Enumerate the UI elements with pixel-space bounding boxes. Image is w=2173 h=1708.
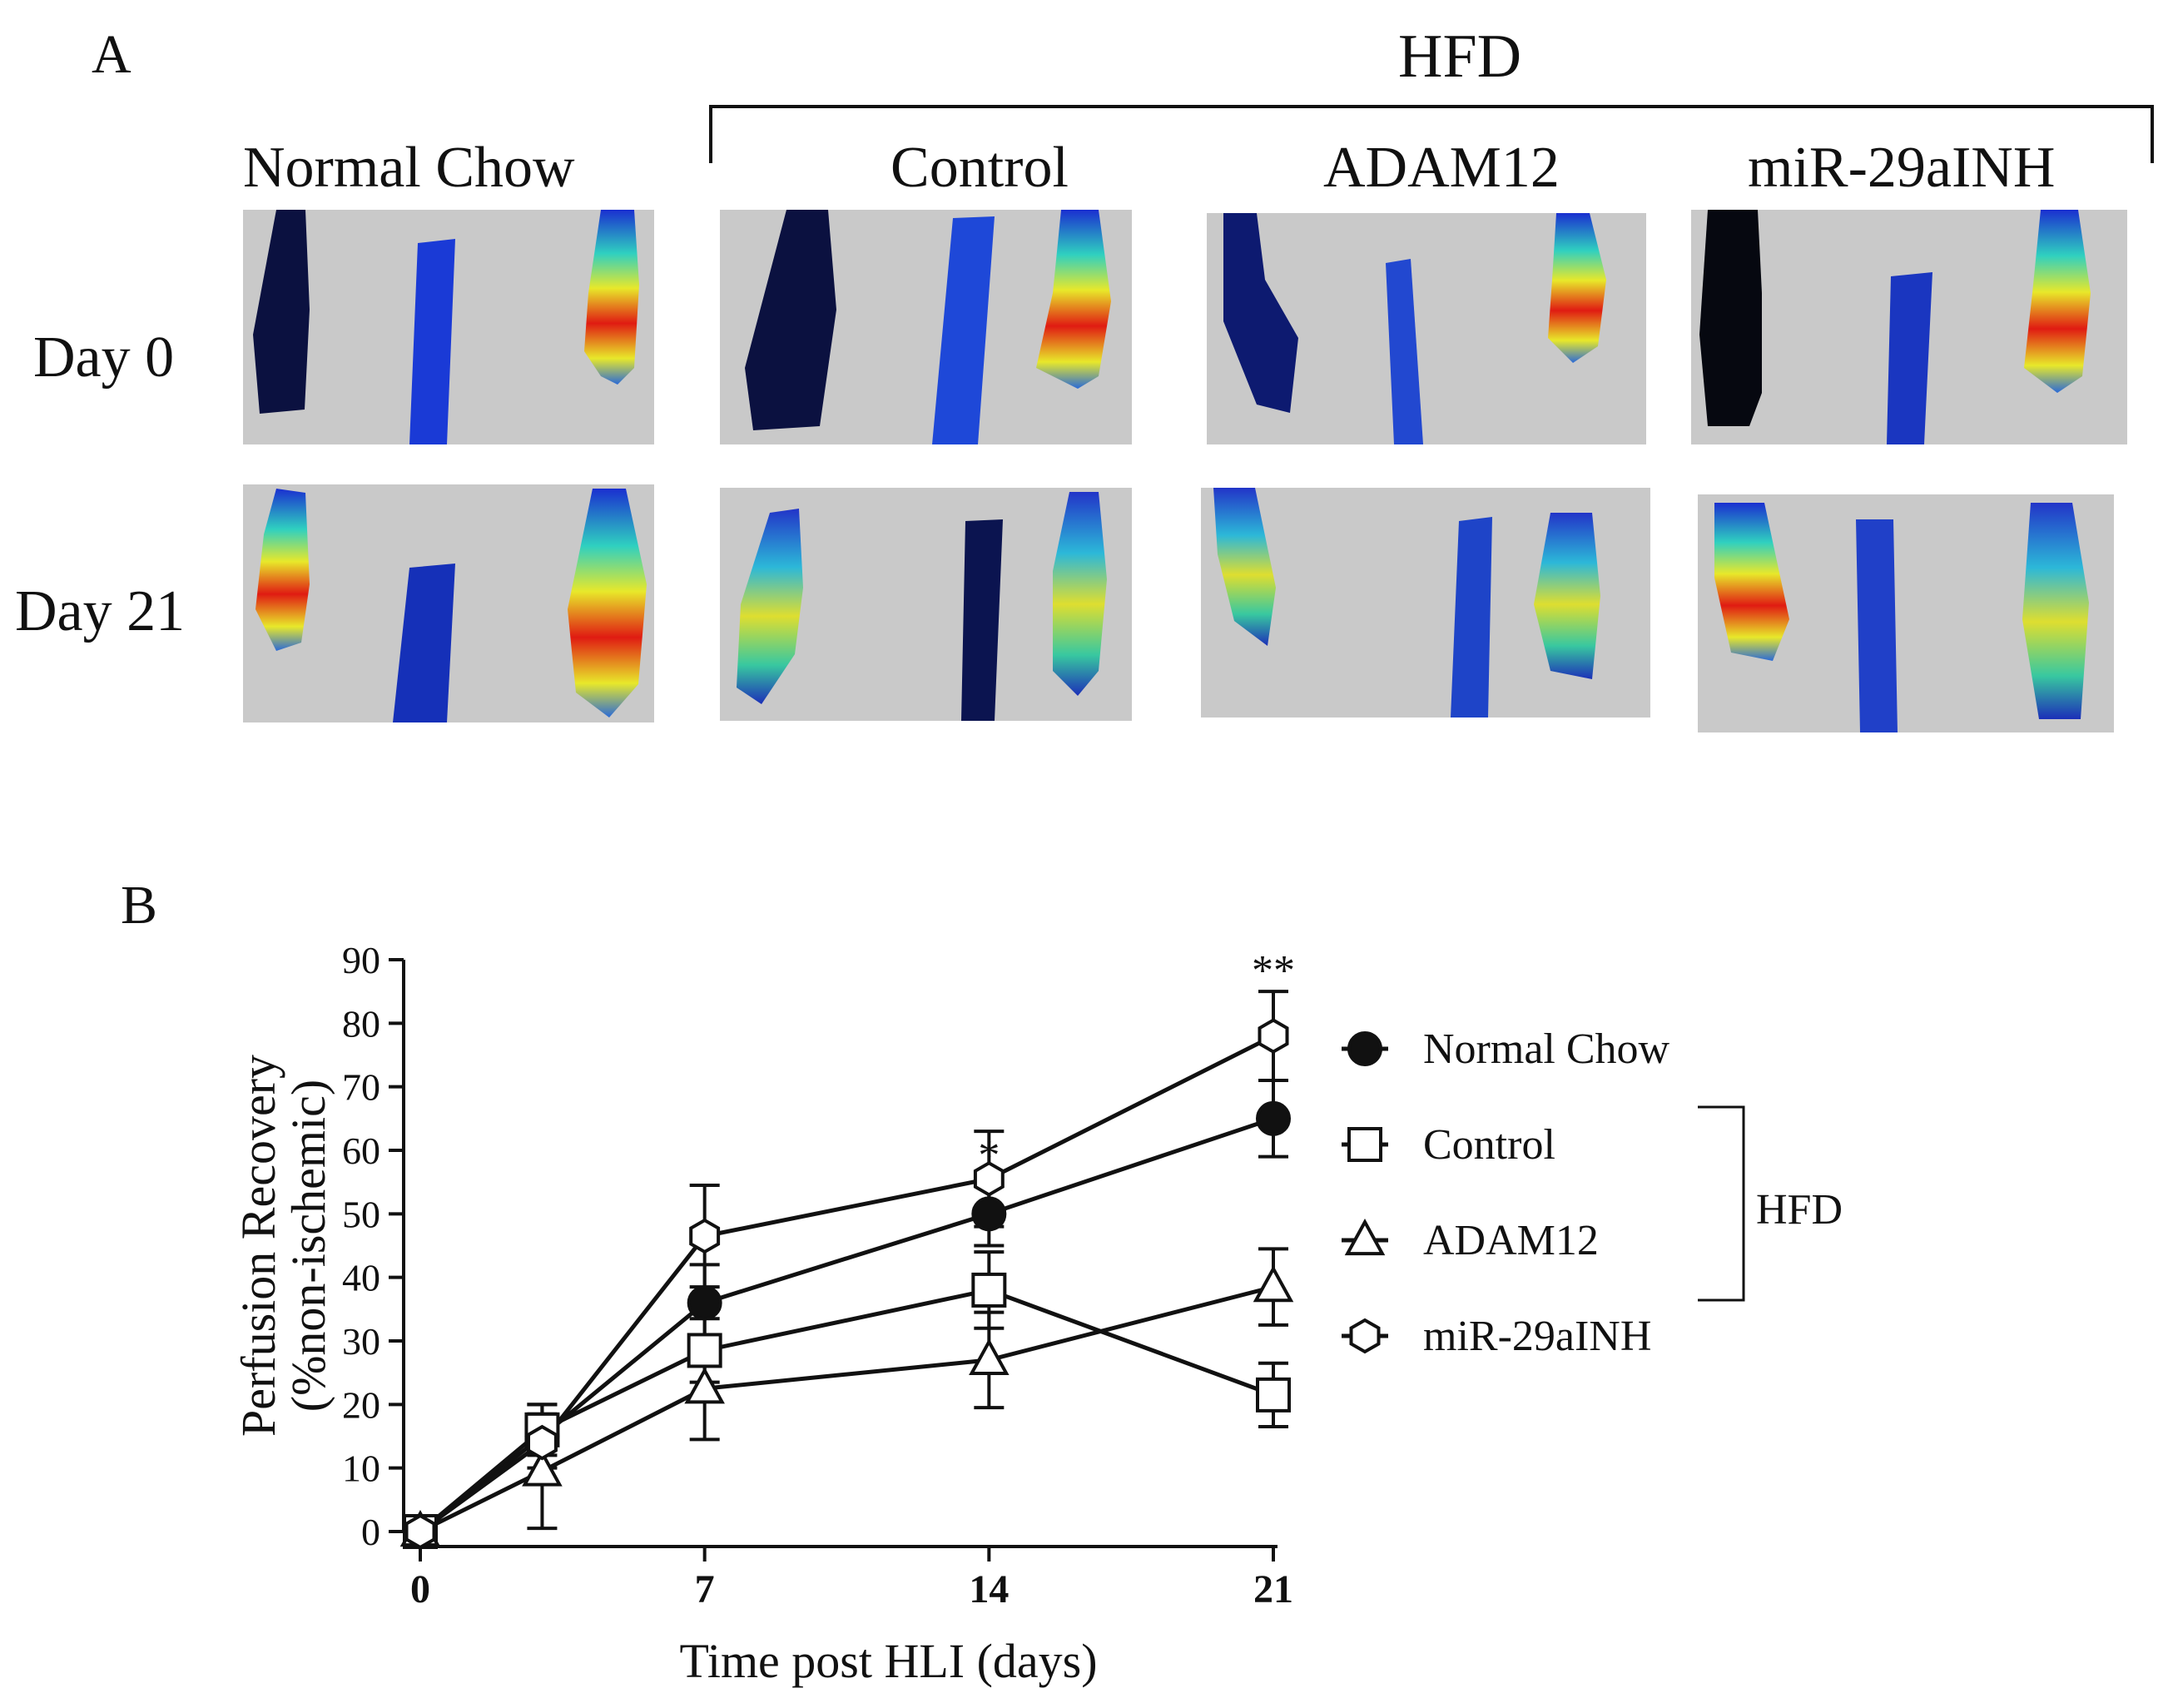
legend-hfd-label: HFD	[1756, 1186, 1843, 1234]
data-point-3-4	[1258, 1018, 1289, 1054]
legend-marker-0	[1347, 1031, 1382, 1066]
series-line-2	[419, 1284, 1274, 1534]
data-point-0-2	[687, 1285, 722, 1321]
doppler-image-normal-chow-day0	[243, 210, 654, 444]
doppler-image-adam12-day21	[1201, 488, 1650, 717]
column-label-normal-chow: Normal Chow	[243, 136, 575, 200]
doppler-image-control-day0	[720, 210, 1132, 444]
column-label-mir29ainh: miR-29aINH	[1748, 136, 2056, 200]
legend-label-0: Normal Chow	[1423, 1025, 1670, 1073]
y-tick-label-70: 70	[342, 1066, 380, 1109]
y-axis-label-line1: Perfusion Recovery	[231, 1055, 285, 1437]
legend-marker-2	[1344, 1218, 1386, 1256]
legend-marker-1	[1347, 1127, 1382, 1162]
data-point-3-2	[689, 1218, 721, 1254]
data-point-3-0	[404, 1513, 436, 1550]
annotation-0: *	[978, 1132, 1000, 1179]
y-axis-label: Perfusion Recovery(%non-ischemic)	[231, 1055, 335, 1437]
panel-b-letter: B	[121, 875, 158, 936]
x-tick-label-14: 14	[969, 1567, 1009, 1611]
legend-label-2: ADAM12	[1423, 1217, 1599, 1264]
data-point-3-3	[973, 1160, 1005, 1197]
x-tick-label-21: 21	[1253, 1567, 1293, 1611]
y-tick-label-30: 30	[342, 1320, 380, 1363]
data-point-0-4	[1256, 1100, 1291, 1136]
data-point-0-3	[971, 1196, 1007, 1232]
annotation-1: **	[1252, 947, 1295, 995]
legend-hfd-bracket	[1698, 1105, 1745, 1302]
doppler-image-adam12-day0	[1207, 213, 1646, 444]
legend-label-1: Control	[1423, 1121, 1555, 1169]
perfusion-recovery-chart: 0 10 20 30 40 50 60 70 80 90 0 7 14 21 Time post HLI (…	[231, 939, 1843, 1688]
doppler-image-normal-chow-day21	[243, 484, 654, 722]
series-line-1	[419, 1288, 1274, 1533]
y-tick-label-90: 90	[342, 939, 380, 981]
y-tick-label-50: 50	[342, 1193, 380, 1235]
x-tick-label-7: 7	[695, 1567, 715, 1611]
data-point-1-3	[971, 1272, 1007, 1308]
y-tick-label-10: 10	[342, 1447, 380, 1490]
doppler-image-mir29ainh-day21	[1698, 494, 2114, 732]
y-axis-label-line2: (%non-ischemic)	[281, 1080, 335, 1412]
hfd-header: HFD	[1398, 22, 1522, 91]
data-point-2-1	[522, 1449, 563, 1487]
data-point-2-2	[684, 1367, 725, 1404]
y-tick-label-80: 80	[342, 1002, 380, 1045]
doppler-image-mir29ainh-day0	[1691, 210, 2127, 444]
y-tick-label-40: 40	[342, 1257, 380, 1299]
panel-a-letter: A	[92, 24, 131, 85]
legend-marker-3	[1349, 1318, 1381, 1354]
column-label-adam12: ADAM12	[1323, 136, 1560, 200]
y-tick-label-0: 0	[361, 1511, 380, 1553]
doppler-image-control-day21	[720, 488, 1132, 721]
y-tick-label-20: 20	[342, 1383, 380, 1426]
data-point-1-2	[687, 1333, 722, 1368]
column-label-control: Control	[891, 136, 1069, 200]
x-axis-label: Time post HLI (days)	[679, 1634, 1097, 1688]
data-point-3-1	[527, 1424, 558, 1461]
x-tick-label-0: 0	[410, 1567, 430, 1611]
row-label-day-0: Day 0	[33, 325, 175, 390]
y-tick-label-60: 60	[342, 1130, 380, 1172]
data-point-1-4	[1256, 1377, 1291, 1413]
series-line-3	[419, 1034, 1275, 1534]
legend-label-3: miR-29aINH	[1423, 1313, 1651, 1360]
row-label-day-21: Day 21	[15, 579, 186, 643]
hfd-bracket	[709, 105, 2154, 163]
data-point-2-3	[969, 1338, 1010, 1376]
data-point-2-4	[1253, 1265, 1294, 1303]
